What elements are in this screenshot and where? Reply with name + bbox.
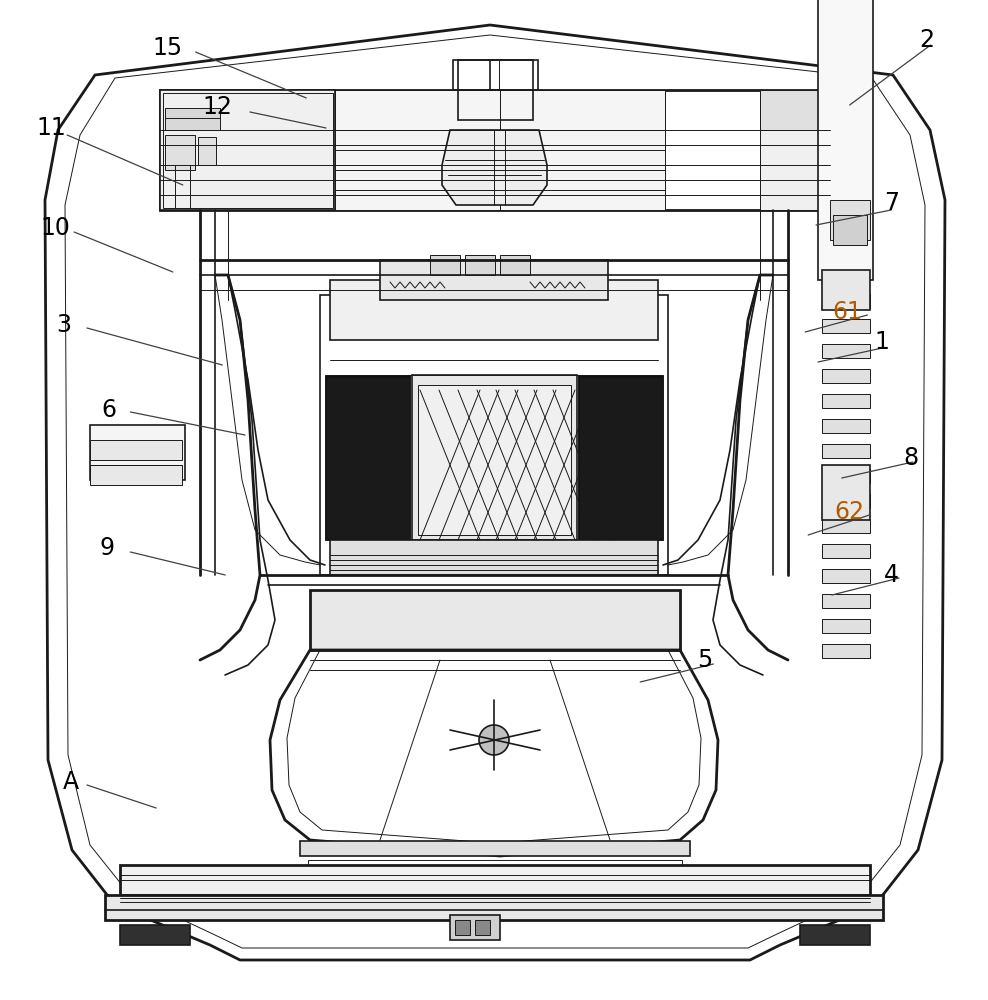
Bar [160, 90, 335, 210]
Bar [830, 200, 870, 240]
Bar [822, 619, 870, 633]
Bar [822, 644, 870, 658]
Text: 5: 5 [697, 648, 712, 672]
Bar [330, 280, 658, 340]
Bar [455, 920, 470, 935]
Bar [105, 895, 883, 920]
Bar [822, 569, 870, 583]
Bar [325, 375, 410, 540]
Circle shape [479, 725, 509, 755]
Bar [822, 419, 870, 433]
Bar [90, 465, 182, 485]
Bar [822, 270, 870, 310]
Polygon shape [442, 130, 547, 205]
Bar [822, 494, 870, 508]
Bar [165, 135, 195, 170]
Bar [412, 375, 577, 540]
Bar [90, 425, 185, 480]
Text: 7: 7 [883, 191, 899, 215]
Bar [822, 369, 870, 383]
Bar [822, 394, 870, 408]
Bar [822, 444, 870, 458]
Bar [580, 378, 662, 538]
Bar [458, 60, 533, 120]
Text: 8: 8 [903, 446, 919, 470]
Bar [330, 540, 658, 575]
Bar [310, 590, 680, 650]
Bar [320, 295, 668, 575]
Bar [475, 920, 490, 935]
Bar [327, 378, 409, 538]
Bar [335, 90, 500, 210]
Bar [822, 344, 870, 358]
Text: 4: 4 [883, 563, 899, 587]
Bar [500, 255, 530, 275]
Bar [198, 137, 216, 165]
Bar [120, 865, 870, 895]
Bar [453, 60, 538, 90]
Bar [822, 319, 870, 333]
Text: A: A [63, 770, 79, 794]
Bar [430, 255, 460, 275]
Text: 1: 1 [874, 330, 890, 354]
Bar [90, 440, 182, 460]
Text: 9: 9 [99, 536, 115, 560]
Bar [500, 90, 665, 210]
Text: 11: 11 [37, 116, 66, 140]
Bar [120, 925, 190, 945]
Bar [760, 90, 830, 210]
Text: 6: 6 [101, 398, 117, 422]
Bar [822, 519, 870, 533]
Bar [165, 108, 220, 118]
Bar [465, 255, 495, 275]
Bar [335, 90, 665, 130]
Bar [450, 915, 500, 940]
Bar [163, 93, 333, 208]
Text: 2: 2 [919, 28, 935, 52]
Text: 61: 61 [833, 300, 863, 324]
Bar [833, 215, 867, 245]
Bar [160, 90, 830, 210]
Text: 10: 10 [41, 216, 70, 240]
Bar [800, 925, 870, 945]
Text: 3: 3 [56, 313, 72, 337]
Bar [418, 385, 571, 535]
Bar [822, 469, 870, 483]
Bar [822, 544, 870, 558]
Bar [818, 0, 873, 280]
Bar [380, 260, 608, 300]
Text: 12: 12 [203, 95, 232, 119]
Bar [760, 90, 830, 130]
Bar [165, 110, 220, 130]
Bar [822, 594, 870, 608]
Bar [300, 841, 690, 856]
Text: 62: 62 [835, 500, 864, 524]
Bar [822, 294, 870, 308]
Bar [822, 465, 870, 520]
Bar [578, 375, 663, 540]
Bar [308, 860, 682, 870]
Text: 15: 15 [153, 36, 183, 60]
